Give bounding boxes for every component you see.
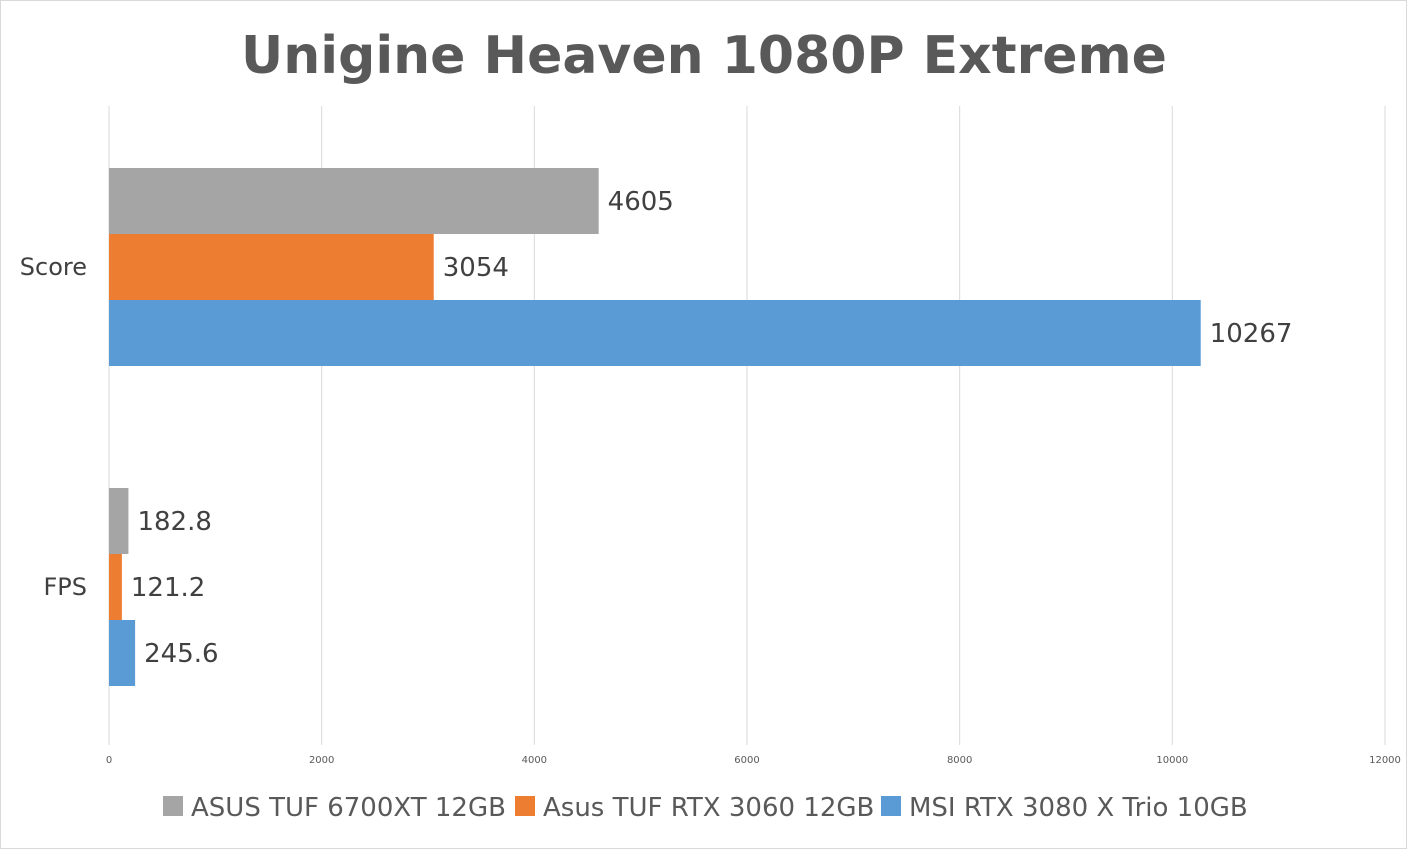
- category-label-fps: FPS: [43, 573, 87, 601]
- bar-fps-series-1: [109, 488, 129, 554]
- bar-score-series-2: [109, 234, 434, 300]
- x-tick-label: 2000: [309, 755, 334, 766]
- bar-fps-series-3: [109, 620, 136, 686]
- bar-fps-series-2: [109, 554, 122, 620]
- legend-swatch: [881, 796, 901, 816]
- legend-label: MSI RTX 3080 X Trio 10GB: [909, 793, 1248, 823]
- category-labels: Score FPS: [20, 253, 87, 601]
- x-tick-label: 4000: [522, 755, 547, 766]
- bar-score-series-3: [109, 300, 1201, 366]
- x-tick-label: 0: [106, 755, 112, 766]
- data-label: 4605: [608, 187, 674, 217]
- x-tick-label: 8000: [947, 755, 972, 766]
- legend-label: ASUS TUF 6700XT 12GB: [191, 793, 506, 823]
- data-label: 182.8: [137, 507, 211, 537]
- x-tick-label: 6000: [734, 755, 759, 766]
- bar-score-series-1: [109, 168, 599, 234]
- bars: [109, 168, 1201, 686]
- legend-swatch: [163, 796, 183, 816]
- x-tick-label: 10000: [1156, 755, 1188, 766]
- legend-label: Asus TUF RTX 3060 12GB: [543, 793, 874, 823]
- legend-swatch: [515, 796, 535, 816]
- data-label: 10267: [1210, 319, 1293, 349]
- legend: ASUS TUF 6700XT 12GB Asus TUF RTX 3060 12…: [163, 793, 1248, 823]
- data-label: 245.6: [144, 639, 218, 669]
- x-tick-label: 12000: [1369, 755, 1401, 766]
- data-label: 121.2: [131, 573, 205, 603]
- data-label: 3054: [443, 253, 509, 283]
- data-labels: 4605 3054 10267 182.8 121.2 245.6: [131, 187, 1293, 669]
- chart-title: Unigine Heaven 1080P Extreme: [241, 26, 1167, 86]
- x-axis-ticks: 0 2000 4000 6000 8000 10000 12000: [106, 755, 1401, 766]
- category-label-score: Score: [20, 253, 87, 281]
